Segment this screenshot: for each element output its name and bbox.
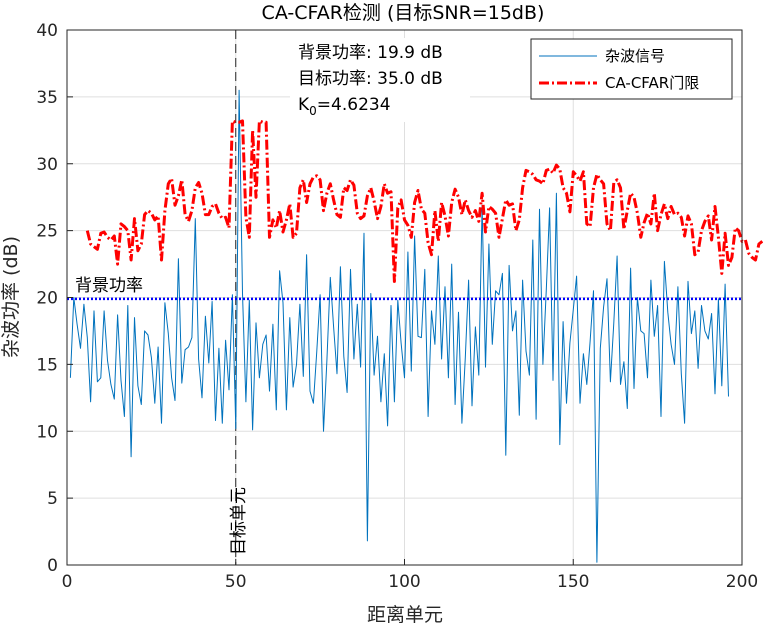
reference-lines: 目标单元 xyxy=(229,30,249,565)
stats-annotation: 背景功率: 19.9 dB 目标功率: 35.0 dB K0=4.6234 xyxy=(290,38,470,122)
x-axis-ticks: 0 50 100 150 200 xyxy=(62,559,758,592)
k0-text: K0=4.6234 xyxy=(298,95,391,118)
bg-power-text: 背景功率: 19.9 dB xyxy=(298,43,443,63)
y-tick-label: 35 xyxy=(36,88,58,108)
y-tick-label: 30 xyxy=(36,155,58,175)
x-tick-label: 100 xyxy=(388,572,420,592)
chart-title: CA-CFAR检测 (目标SNR=15dB) xyxy=(262,2,545,24)
x-tick-label: 200 xyxy=(726,572,758,592)
y-tick-label: 5 xyxy=(47,489,58,509)
x-tick-label: 0 xyxy=(62,572,73,592)
y-tick-label: 20 xyxy=(36,289,58,309)
stats-annotation-box xyxy=(290,38,470,122)
x-axis-label: 距离单元 xyxy=(367,604,443,626)
k0-value: =4.6234 xyxy=(317,95,391,115)
y-tick-label: 25 xyxy=(36,222,58,242)
k0-main: K xyxy=(298,95,310,115)
x-tick-label: 150 xyxy=(557,572,589,592)
legend-box xyxy=(530,38,733,100)
y-tick-label: 0 xyxy=(47,556,58,576)
series-layer: 背景功率 xyxy=(67,89,763,563)
legend[interactable]: 杂波信号 CA-CFAR门限 xyxy=(530,38,733,100)
legend-clutter-label: 杂波信号 xyxy=(605,47,665,65)
y-tick-label: 10 xyxy=(36,422,58,442)
clutter-series-line xyxy=(69,89,729,563)
y-axis-label: 杂波功率 (dB) xyxy=(0,236,22,358)
legend-threshold-label: CA-CFAR门限 xyxy=(605,74,699,92)
x-tick-label: 50 xyxy=(225,572,247,592)
y-tick-label: 40 xyxy=(36,21,58,41)
k0-subscript: 0 xyxy=(309,104,317,118)
background-level-label: 背景功率 xyxy=(75,276,143,296)
target-cell-label: 目标单元 xyxy=(229,487,249,555)
y-tick-label: 15 xyxy=(36,355,58,375)
threshold-series-line xyxy=(85,119,763,283)
target-power-text: 目标功率: 35.0 dB xyxy=(298,69,443,89)
y-axis-ticks: 0 5 10 15 20 25 30 35 40 xyxy=(36,21,73,576)
